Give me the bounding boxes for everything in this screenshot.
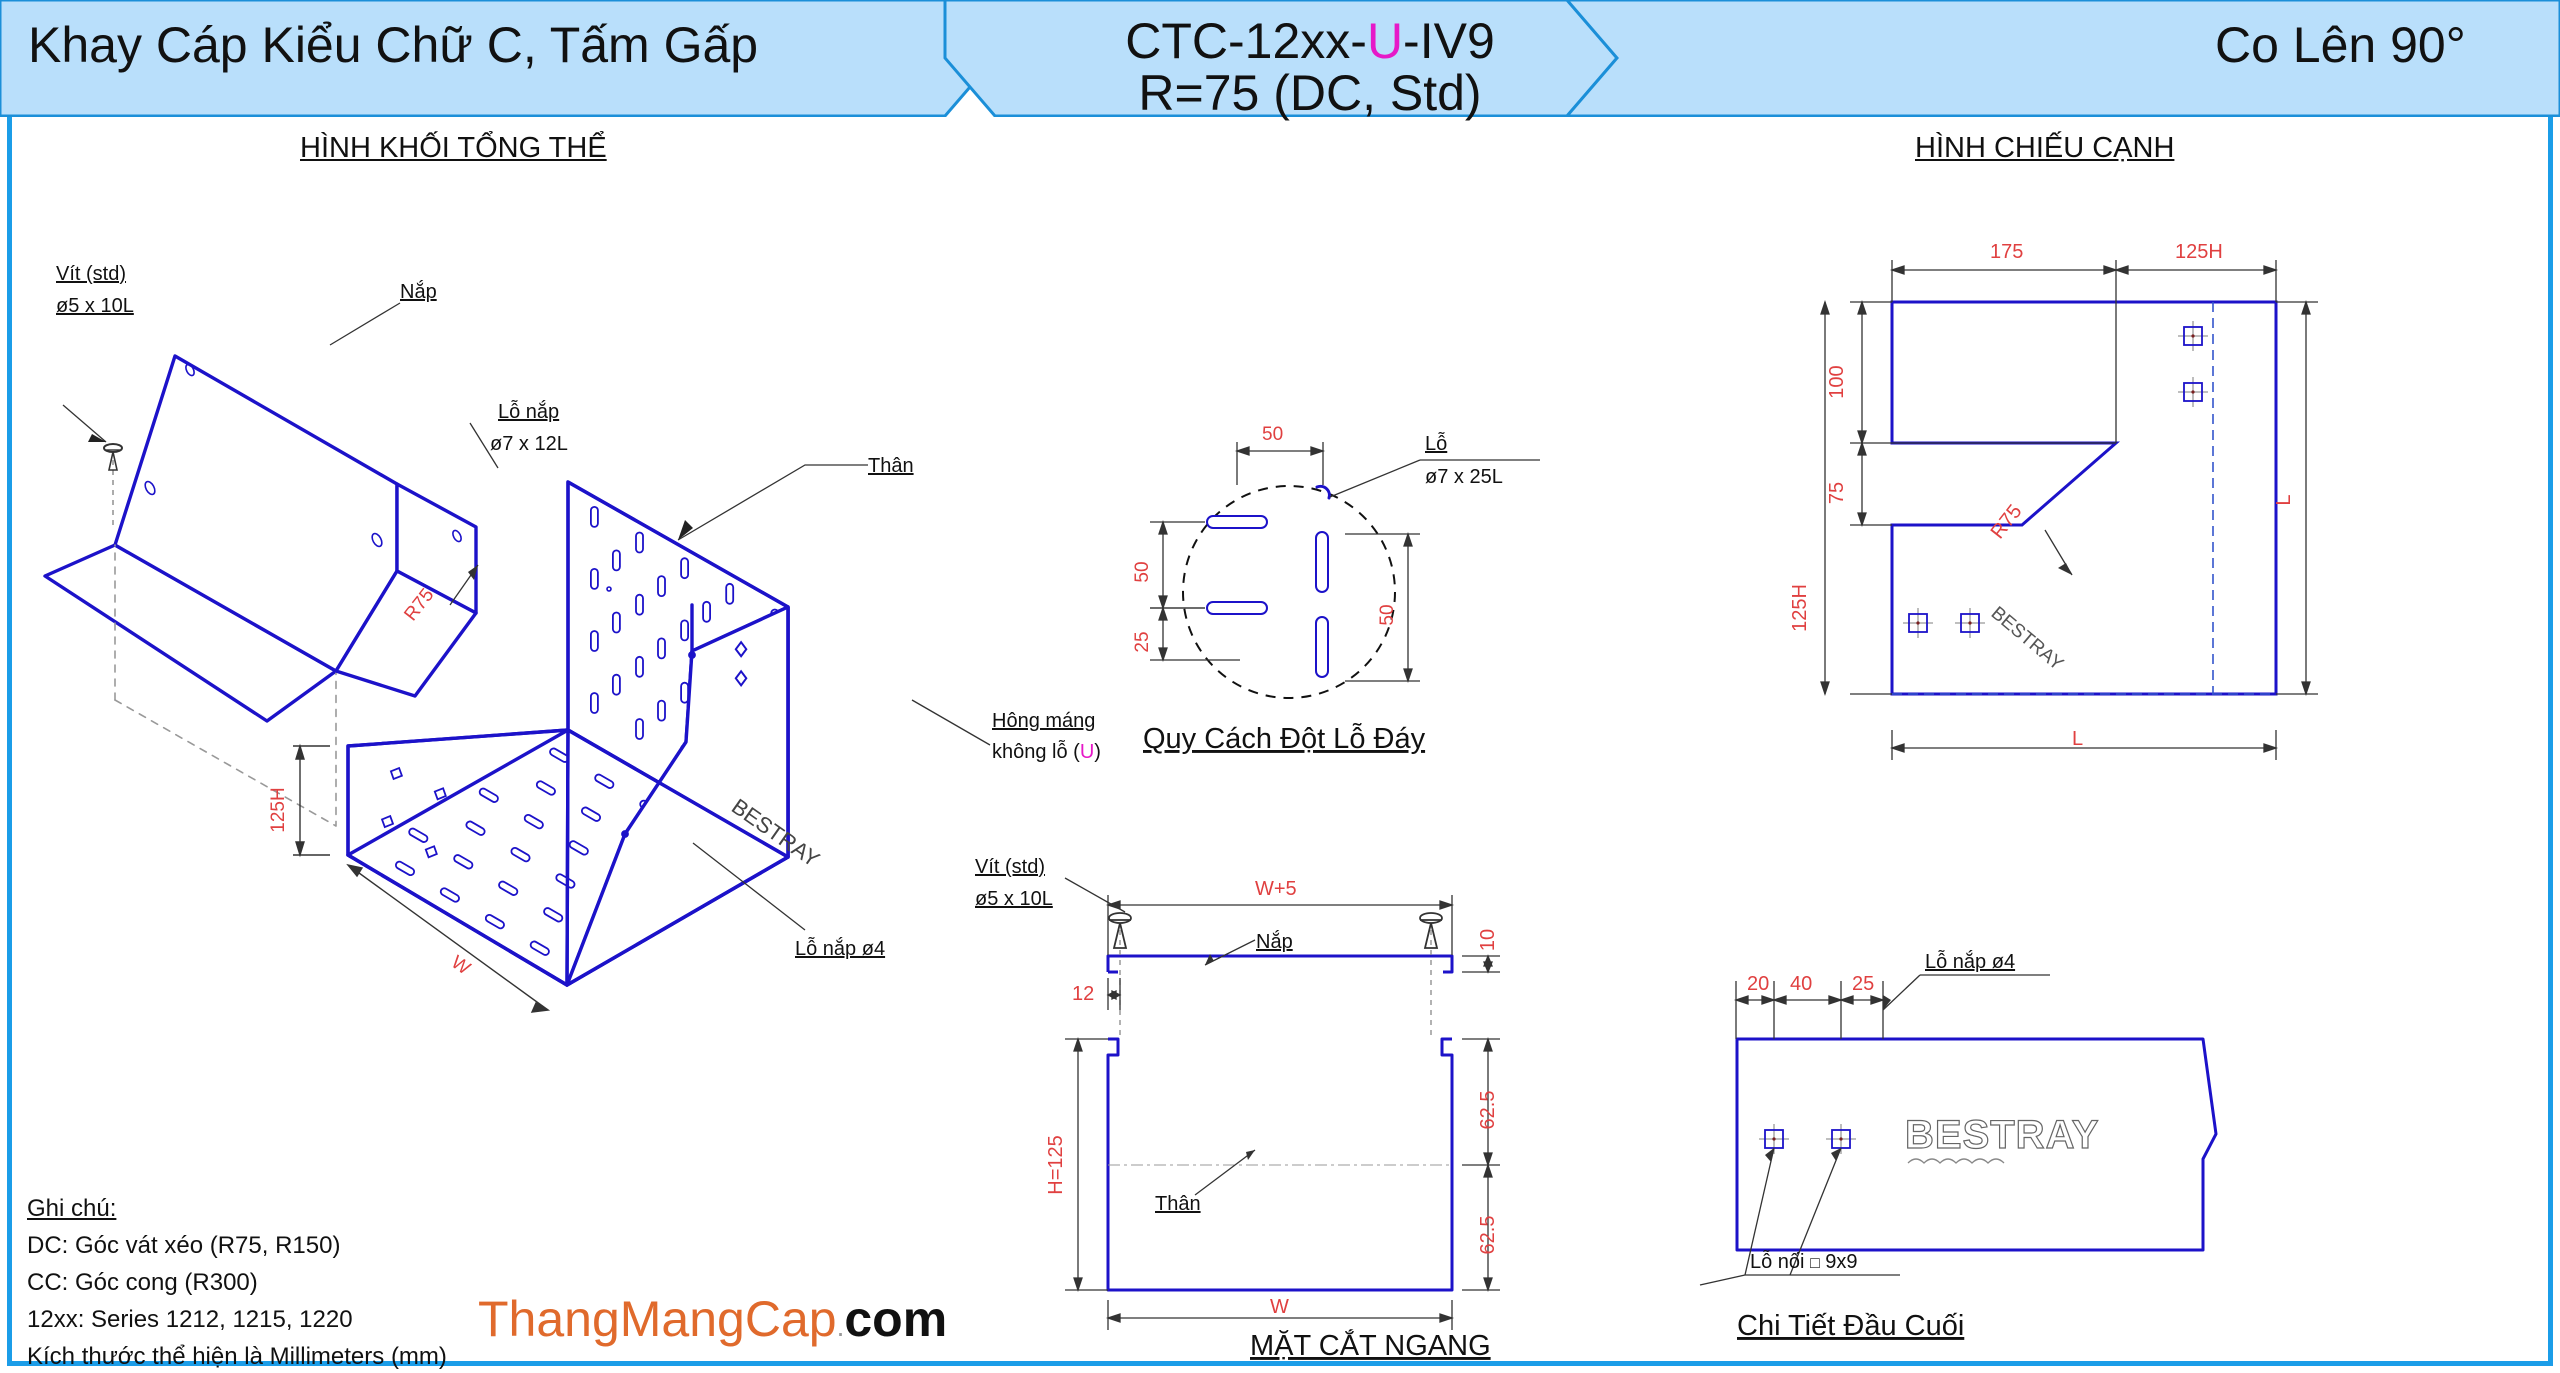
svg-text:BESTRAY: BESTRAY bbox=[1905, 1113, 2099, 1157]
svg-text:Chi Tiết Đầu Cuối: Chi Tiết Đầu Cuối bbox=[1737, 1310, 1964, 1342]
svg-text:40: 40 bbox=[1790, 973, 1812, 995]
svg-text:20: 20 bbox=[1747, 973, 1769, 995]
svg-text:Lỗ nối □ 9x9: Lỗ nối □ 9x9 bbox=[1750, 1250, 1858, 1273]
svg-text:Lỗ nắp ø4: Lỗ nắp ø4 bbox=[1925, 950, 2015, 973]
svg-text:25: 25 bbox=[1852, 973, 1874, 995]
